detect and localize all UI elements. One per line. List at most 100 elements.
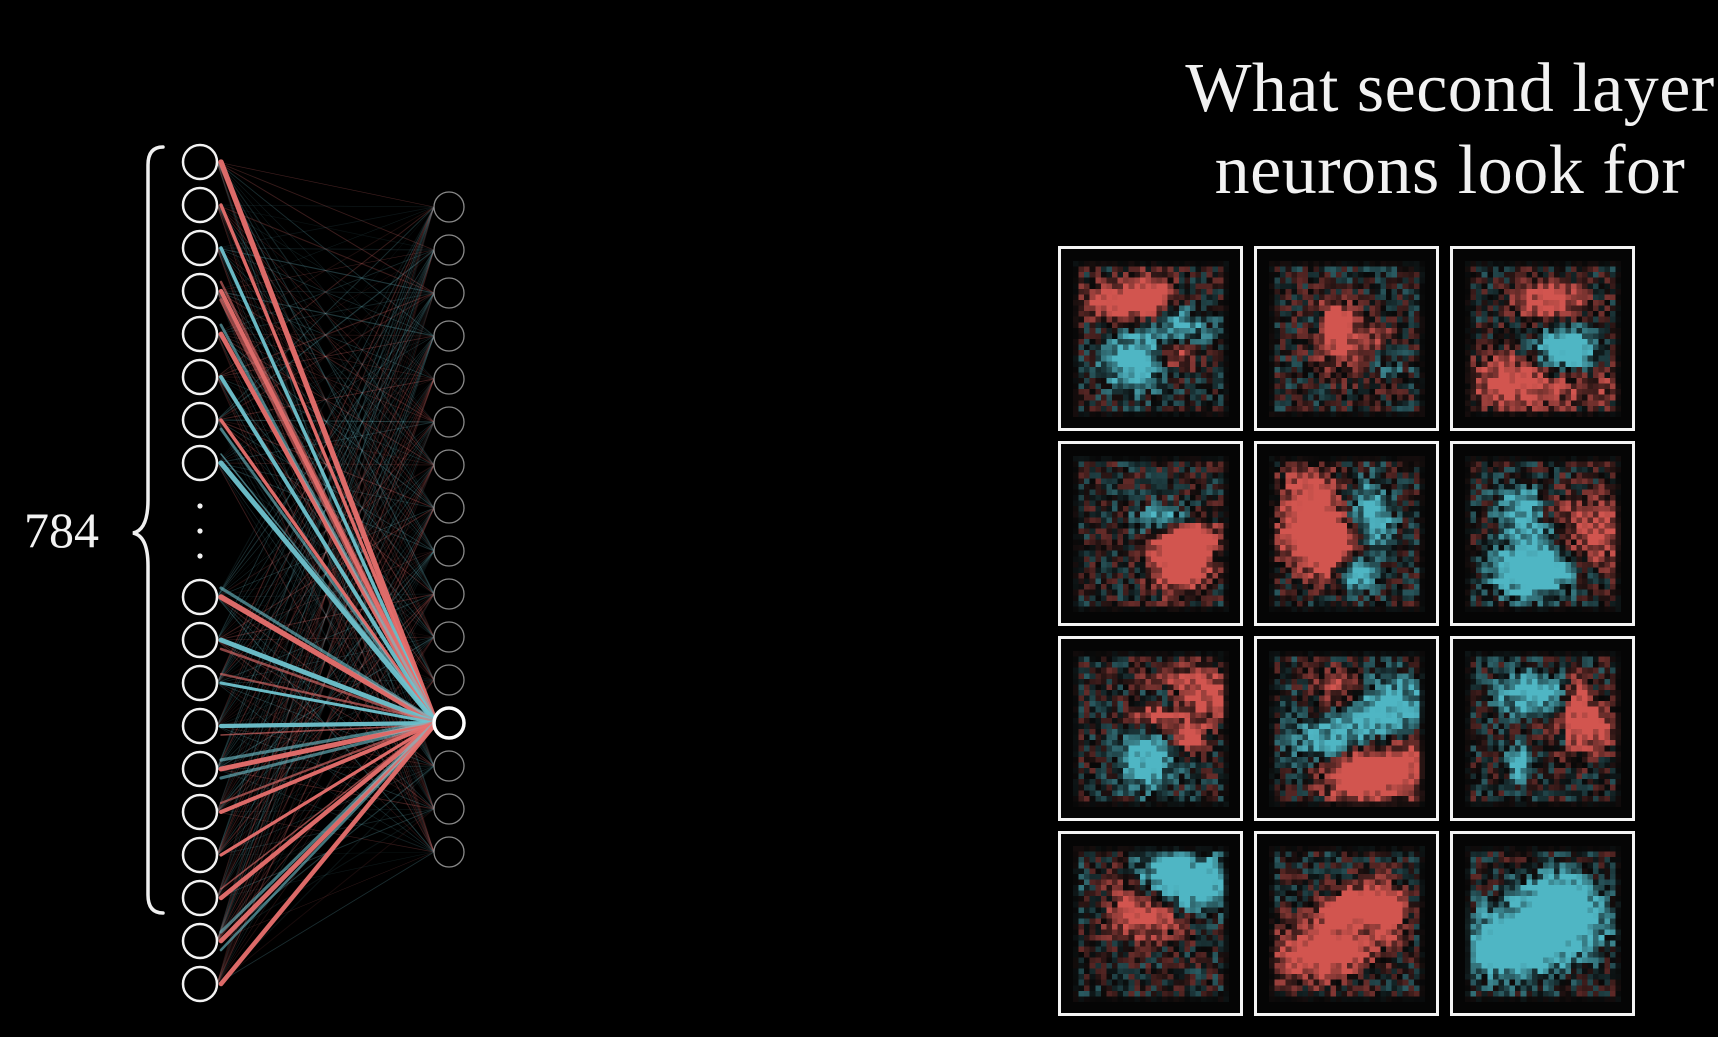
faint-edge: [216, 851, 435, 899]
faint-edge: [216, 550, 435, 727]
faint-edge: [216, 247, 435, 337]
weighted-edge: [219, 721, 438, 857]
ellipsis-dot: [197, 553, 203, 559]
faint-edge: [216, 335, 435, 899]
hidden-layer: [432, 191, 466, 868]
faint-edge: [216, 204, 435, 638]
faint-edge: [216, 204, 435, 380]
faint-edge: [216, 335, 435, 942]
faint-edge: [216, 204, 435, 853]
faint-edge: [216, 333, 435, 380]
faint-edge: [216, 550, 435, 641]
faint-edge: [216, 292, 435, 598]
weight-heatmap: [1072, 650, 1229, 807]
faint-edge: [216, 290, 435, 509]
faint-edge: [216, 290, 435, 423]
faint-edge: [216, 335, 435, 464]
weight-heatmap: [1268, 650, 1425, 807]
faint-edge: [216, 378, 435, 899]
weight-heatmap: [1072, 845, 1229, 1002]
input-brace: [132, 145, 165, 915]
faint-edge: [216, 464, 435, 770]
faint-edge: [216, 335, 435, 598]
ellipsis-dots: [197, 503, 203, 559]
weight-image: [1058, 831, 1243, 1016]
faint-edge: [216, 335, 435, 770]
faint-edge: [216, 292, 435, 464]
faint-edge: [216, 161, 435, 380]
faint-edge: [216, 421, 435, 813]
hidden-neuron: [433, 492, 465, 524]
faint-edge: [216, 376, 435, 552]
faint-edge: [216, 376, 435, 509]
weight-image: [1254, 831, 1439, 1016]
faint-edge: [216, 292, 435, 641]
faint-edge: [216, 419, 435, 552]
faint-edge: [216, 851, 435, 985]
faint-edge: [216, 333, 435, 552]
faint-edge: [216, 204, 435, 294]
faint-edge: [216, 161, 435, 509]
weight-image: [1450, 441, 1635, 626]
weighted-edge: [219, 672, 438, 723]
weighted-edge: [218, 720, 439, 772]
weight-heatmap: [1464, 650, 1621, 807]
weight-heatmap: [1268, 260, 1425, 417]
faint-edge: [216, 808, 435, 899]
weighted-edge: [219, 586, 438, 723]
faint-edge: [216, 333, 435, 595]
hidden-neuron: [433, 664, 465, 696]
weight-heatmap: [1464, 260, 1621, 417]
hidden-neuron: [433, 234, 465, 266]
faint-edge: [216, 376, 435, 380]
weight-image: [1450, 246, 1635, 431]
faint-edge: [216, 419, 435, 423]
faint-edge: [216, 765, 435, 942]
faint-edge: [216, 290, 435, 380]
weighted-edge: [218, 637, 439, 726]
faint-edge: [216, 161, 435, 767]
faint-edge: [216, 206, 435, 727]
faint-edge: [216, 292, 435, 335]
faint-edge: [216, 204, 435, 595]
weight-image: [1254, 441, 1439, 626]
faint-edge: [216, 206, 435, 856]
faint-edge: [216, 335, 435, 421]
input-layer: [181, 143, 219, 1003]
weighted-edge: [219, 647, 438, 727]
faint-edge: [216, 206, 435, 899]
weighted-edge: [218, 720, 439, 901]
faint-edge: [216, 378, 435, 421]
weight-image: [1058, 441, 1243, 626]
faint-edge: [216, 247, 435, 552]
faint-edge: [216, 204, 435, 509]
weighted-edge: [219, 719, 438, 762]
faint-edge: [216, 378, 435, 813]
hidden-neuron: [433, 406, 465, 438]
faint-edge: [216, 462, 435, 509]
hidden-neuron: [433, 793, 465, 825]
weighted-edge: [218, 460, 439, 726]
weighted-edge: [219, 681, 438, 725]
faint-edge: [216, 464, 435, 598]
hidden-neuron: [433, 320, 465, 352]
faint-edge: [216, 464, 435, 727]
weight-heatmap: [1268, 455, 1425, 612]
hidden-neuron: [433, 363, 465, 395]
weighted-edge: [219, 720, 438, 805]
faint-edge: [216, 206, 435, 985]
faint-edge: [216, 378, 435, 856]
faint-edge: [216, 464, 435, 641]
faint-edge: [216, 335, 435, 378]
weight-heatmap: [1268, 845, 1425, 1002]
input-neuron: [181, 578, 219, 616]
faint-edge: [216, 333, 435, 767]
faint-edge: [216, 206, 435, 684]
faint-edge: [216, 249, 435, 684]
faint-edge: [216, 419, 435, 810]
faint-edge: [216, 290, 435, 337]
faint-edge: [216, 206, 435, 335]
weighted-edge: [218, 720, 439, 729]
hidden-neuron: [433, 750, 465, 782]
faint-edge: [216, 378, 435, 727]
